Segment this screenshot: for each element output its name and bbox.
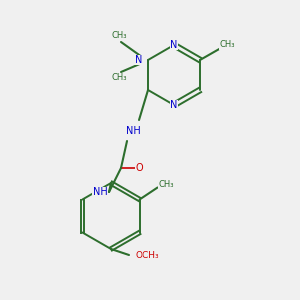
Text: CH₃: CH₃ — [159, 180, 174, 189]
Text: N: N — [170, 40, 178, 50]
Text: OCH₃: OCH₃ — [135, 250, 159, 260]
Text: CH₃: CH₃ — [112, 74, 127, 82]
Text: N: N — [135, 55, 142, 65]
Text: NH: NH — [126, 125, 140, 136]
Text: CH₃: CH₃ — [112, 32, 127, 40]
Text: NH: NH — [93, 187, 107, 197]
Text: O: O — [135, 163, 143, 173]
Text: N: N — [170, 100, 178, 110]
Text: CH₃: CH₃ — [219, 40, 235, 50]
